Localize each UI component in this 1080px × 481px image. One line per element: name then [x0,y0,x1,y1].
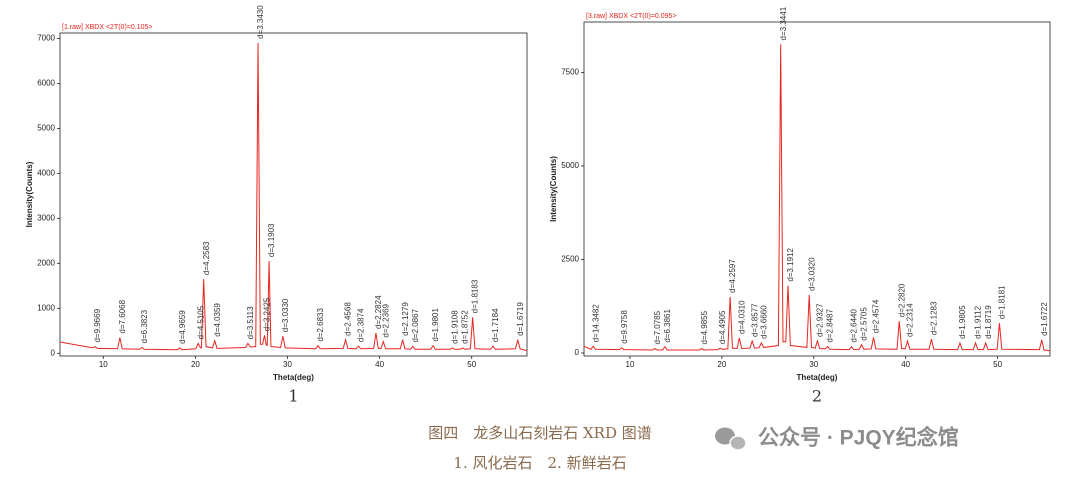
peak-label: d=4.0310 [737,300,746,334]
peak-label: d=2.0867 [411,308,420,342]
plot-frame [59,32,528,357]
peak-label: d=7.6068 [118,299,127,333]
peak-label: d=2.6440 [850,309,859,343]
peak-label: d=9.9758 [620,310,629,344]
peak-label: d=14.3482 [591,304,600,343]
peak-label: d=2.8487 [826,309,835,343]
x-tick-label: 30 [809,360,818,369]
peak-label: d=4.5105 [196,305,205,339]
peak-label: d=3.1912 [786,248,795,282]
panel-label: 1 [288,387,298,406]
peak-label: d=3.0330 [281,298,290,332]
peak-label: d=2.5705 [860,307,869,341]
y-tick-label: 0 [51,348,56,357]
peak-label: d=4.9855 [700,310,709,344]
peak-label: d=6.3823 [140,309,149,343]
peak-label: d=4.0359 [213,303,222,337]
x-tick-label: 20 [191,360,200,369]
peak-label: d=2.3874 [357,308,366,342]
peak-label: d=1.8183 [471,279,480,313]
y-tick-label: 0 [575,348,580,357]
peak-label: d=1.8752 [461,310,470,344]
y-tick-label: 2500 [561,255,579,264]
peak-label: d=1.6719 [516,302,525,336]
y-tick-label: 7000 [37,34,55,43]
panel-label: 2 [812,387,822,406]
x-tick-label: 10 [99,360,108,369]
peak-label: d=4.4905 [718,310,727,344]
peak-label: d=2.2824 [374,295,383,329]
peak-label: d=4.9659 [178,310,187,344]
peak-label: d=9.9669 [93,308,102,342]
peak-label: d=3.3441 [779,6,788,40]
peak-label: d=2.4568 [344,302,353,336]
peak-label: d=2.2314 [906,303,915,337]
y-tick-label: 5000 [561,161,579,170]
peak-label: d=3.3430 [256,5,265,39]
y-tick-label: 5000 [37,123,55,132]
chart-title: [3.raw] XBDX <2T(0)=0.095> [586,13,676,20]
peak-label: d=1.9805 [958,305,967,339]
peak-label: d=1.7184 [491,308,500,342]
peak-label: d=1.9112 [974,305,983,339]
x-tick-label: 30 [283,360,292,369]
y-axis-label: Intensity(Counts) [25,161,34,227]
x-axis-label: Theta(deg) [797,373,838,382]
y-tick-label: 4000 [37,168,55,177]
peak-label: d=3.1903 [267,223,276,257]
peak-label: d=3.6660 [760,305,769,339]
peak-label: d=2.1279 [401,302,410,336]
peak-label: d=2.4574 [872,299,881,333]
peak-label: d=3.8577 [750,303,759,337]
y-tick-label: 7500 [561,68,579,77]
peak-label: d=6.3861 [663,309,672,343]
x-axis-label: Theta(deg) [273,373,314,382]
y-tick-label: 6000 [37,78,55,87]
peak-label: d=1.8719 [984,305,993,339]
x-tick-label: 10 [626,360,635,369]
y-tick-label: 2000 [37,258,55,267]
plot-frame [583,21,1051,357]
y-tick-label: 3000 [37,213,55,222]
peak-label: d=3.0320 [807,257,816,291]
peak-label: d=2.2820 [897,283,906,317]
peak-label: d=2.6833 [316,308,325,342]
watermark: 公众号 · PJQY纪念馆 [758,426,959,450]
x-tick-label: 20 [717,360,726,369]
peak-label: d=4.2583 [202,241,211,275]
peak-label: d=1.9108 [450,310,459,344]
x-tick-label: 40 [375,360,384,369]
peak-label: d=2.9327 [816,303,825,337]
peak-label: d=4.2597 [728,259,737,293]
x-tick-label: 50 [993,360,1002,369]
peak-label: d=1.8181 [998,285,1007,319]
peak-label: d=2.2369 [381,303,390,337]
caption-subtitle: 1. 风化岩石 2. 新鲜岩石 [453,454,626,472]
caption-title: 图四 龙多山石刻岩石 XRD 图谱 [428,424,652,442]
x-tick-label: 50 [467,360,476,369]
peak-label: d=3.5113 [246,306,255,340]
peak-label: d=7.0785 [653,310,662,344]
peak-label: d=1.6722 [1040,302,1049,336]
chart-title: [1.raw] XBDX <2T(0)=0.105> [62,24,152,31]
peak-label: d=1.9801 [431,308,440,342]
xrd-line [583,44,1051,352]
watermark-icon [715,427,747,451]
x-tick-label: 40 [901,360,910,369]
y-tick-label: 1000 [37,303,55,312]
y-axis-label: Intensity(Counts) [549,156,558,222]
xrd-line [59,42,528,352]
peak-label: d=2.1283 [930,301,939,335]
peak-label: d=3.2425 [263,297,272,331]
